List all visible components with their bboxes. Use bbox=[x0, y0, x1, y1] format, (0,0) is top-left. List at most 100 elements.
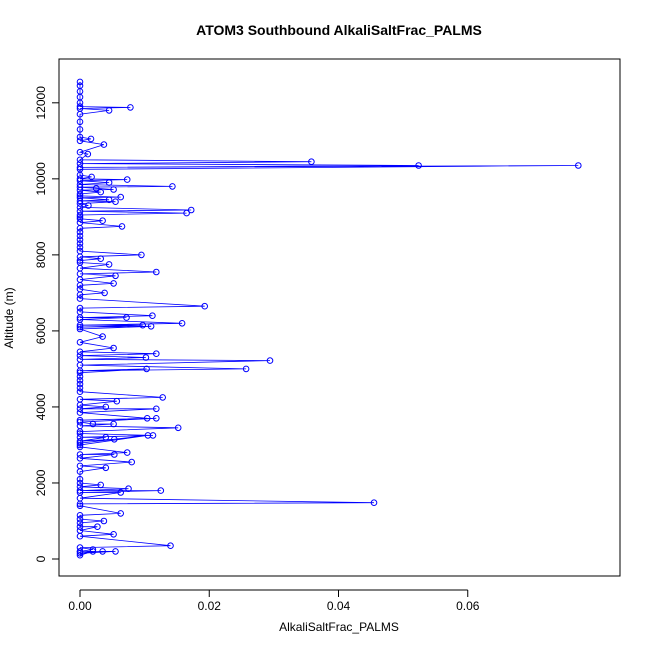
data-point bbox=[76, 548, 84, 555]
data-point bbox=[76, 244, 84, 251]
data-point bbox=[76, 304, 84, 312]
data-point bbox=[84, 150, 92, 158]
data-point bbox=[76, 451, 84, 458]
data-point bbox=[159, 394, 166, 401]
data-point bbox=[183, 209, 190, 217]
y-tick-label: 8000 bbox=[34, 241, 48, 268]
y-tick-label: 6000 bbox=[34, 317, 48, 344]
y-tick-label: 0 bbox=[34, 555, 48, 562]
data-point bbox=[128, 458, 135, 466]
data-point bbox=[97, 188, 104, 196]
data-point bbox=[153, 350, 160, 358]
data-point bbox=[76, 479, 84, 487]
data-point bbox=[110, 420, 117, 428]
data-point bbox=[76, 183, 84, 191]
data-point bbox=[105, 179, 113, 186]
data-point bbox=[415, 162, 422, 169]
data-point bbox=[76, 78, 84, 86]
data-point bbox=[105, 261, 113, 268]
data-point bbox=[76, 430, 84, 437]
data-point bbox=[76, 133, 84, 141]
data-points bbox=[76, 78, 582, 559]
data-point bbox=[76, 192, 84, 200]
data-point bbox=[76, 443, 84, 451]
data-point bbox=[101, 289, 108, 297]
data-point bbox=[76, 405, 84, 413]
data-point bbox=[94, 523, 101, 531]
data-point bbox=[76, 409, 84, 416]
x-tick-label: 0.02 bbox=[198, 599, 222, 613]
data-point bbox=[105, 196, 113, 204]
data-point bbox=[76, 441, 84, 449]
data-point bbox=[370, 499, 378, 507]
data-point bbox=[76, 240, 84, 247]
data-point bbox=[76, 523, 84, 531]
data-point bbox=[85, 202, 92, 209]
data-point bbox=[76, 468, 84, 475]
data-point bbox=[100, 517, 108, 525]
data-point bbox=[110, 280, 117, 287]
data-point bbox=[76, 515, 84, 523]
x-tick-label: 0.04 bbox=[327, 599, 351, 613]
data-point bbox=[76, 200, 84, 207]
data-point bbox=[97, 255, 104, 263]
data-point bbox=[117, 510, 124, 517]
data-point bbox=[76, 377, 84, 384]
series-line bbox=[78, 81, 579, 556]
data-point bbox=[102, 403, 110, 411]
data-point bbox=[125, 485, 132, 493]
data-point bbox=[76, 401, 84, 409]
data-point bbox=[138, 251, 145, 259]
data-point bbox=[76, 519, 84, 527]
plot-frame bbox=[58, 58, 621, 577]
data-point bbox=[76, 103, 84, 110]
data-point bbox=[110, 344, 117, 352]
data-point bbox=[111, 436, 118, 443]
data-point bbox=[76, 455, 84, 462]
data-point bbox=[76, 551, 84, 559]
data-point bbox=[110, 186, 117, 193]
data-point bbox=[76, 232, 84, 240]
data-point bbox=[76, 512, 84, 519]
data-point bbox=[76, 321, 84, 329]
chart-title: ATOM3 Southbound AlkaliSaltFrac_PALMS bbox=[196, 22, 482, 38]
data-point bbox=[117, 489, 124, 496]
data-point bbox=[76, 197, 84, 205]
data-point bbox=[143, 415, 151, 422]
data-point bbox=[575, 162, 582, 169]
data-point bbox=[89, 548, 97, 555]
data-point bbox=[144, 432, 152, 439]
data-point bbox=[89, 546, 97, 553]
data-point bbox=[76, 211, 84, 219]
data-point bbox=[123, 176, 131, 183]
y-axis-label: Altitude (m) bbox=[2, 287, 16, 348]
data-point bbox=[76, 225, 84, 232]
data-point bbox=[76, 236, 84, 243]
data-point bbox=[105, 107, 113, 114]
y-tick-label: 4000 bbox=[34, 393, 48, 420]
data-point bbox=[76, 475, 84, 483]
data-point bbox=[147, 323, 155, 330]
data-point bbox=[127, 104, 134, 111]
data-point bbox=[76, 295, 84, 302]
data-point bbox=[76, 388, 84, 396]
data-point bbox=[76, 502, 84, 510]
data-point bbox=[76, 190, 84, 198]
data-point bbox=[117, 193, 124, 201]
data-point bbox=[174, 424, 182, 432]
data-point bbox=[76, 314, 84, 321]
data-point bbox=[123, 449, 131, 456]
data-point bbox=[76, 110, 84, 118]
data-point bbox=[76, 384, 84, 392]
data-point bbox=[143, 365, 150, 373]
data-point bbox=[76, 118, 84, 126]
data-point bbox=[76, 550, 84, 557]
data-point bbox=[118, 223, 126, 230]
data-point bbox=[76, 257, 84, 264]
data-point bbox=[112, 548, 119, 555]
data-point bbox=[76, 373, 84, 380]
y-tick-label: 10000 bbox=[34, 162, 48, 196]
data-point bbox=[102, 434, 110, 441]
data-point bbox=[99, 333, 106, 340]
